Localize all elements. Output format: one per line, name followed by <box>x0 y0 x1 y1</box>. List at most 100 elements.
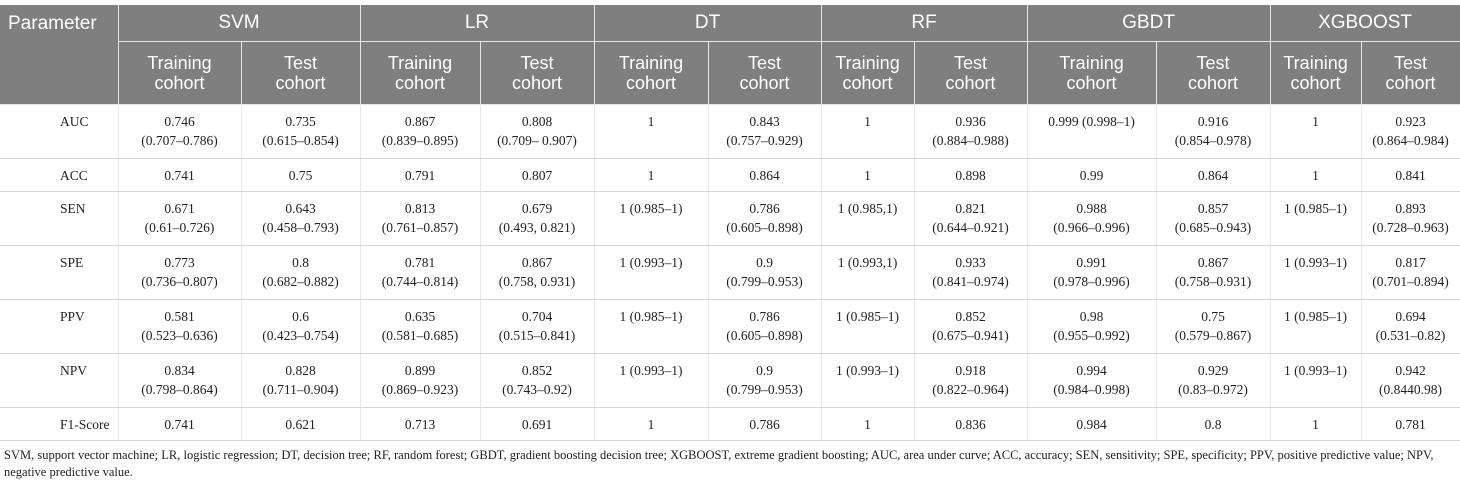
cell-value: 0.988 <box>1076 201 1107 216</box>
training-cohort-header: Training cohort <box>118 41 242 105</box>
table-cell: 1 (0.993–1) <box>594 245 709 300</box>
model-header-rf: RF <box>821 5 1028 42</box>
cell-value: 0.936 <box>955 114 986 129</box>
cell-value: 0.813 <box>404 201 436 216</box>
row-label: F1-Score <box>0 407 119 441</box>
table-header: Parameter SVM LR DT RF GBDT XGBOOST Trai… <box>0 5 1460 105</box>
cell-value: 0.933 <box>955 255 986 270</box>
cell-value: 1 (0.993–1) <box>1284 255 1348 270</box>
table-footnote: SVM, support vector machine; LR, logisti… <box>4 448 1434 479</box>
table-cell: 0.9 (0.799–0.953) <box>708 353 822 408</box>
table-body: AUC 0.746 (0.707–0.786) 0.735 (0.615–0.854) 0… <box>0 104 1460 441</box>
cell-value: 1 (0.985–1) <box>1284 309 1348 324</box>
cell-confidence-interval: (0.799–0.953) <box>726 382 803 397</box>
cell-value: 0.929 <box>1197 363 1229 378</box>
cell-confidence-interval: (0.605–0.898) <box>726 328 803 343</box>
cell-confidence-interval: (0.711–0.904) <box>262 382 339 397</box>
cell-value: 0.581 <box>164 309 195 324</box>
table-cell: 1 (0.985–1) <box>821 299 915 354</box>
cell-value: 0.75 <box>1201 309 1225 324</box>
training-cohort-label-line2: cohort <box>1290 73 1341 93</box>
table-cell: 1 <box>1270 158 1362 192</box>
table-cell: 1 (0.985–1) <box>1270 191 1362 246</box>
table-cell: 0.621 <box>241 407 361 441</box>
test-cohort-label-line2: cohort <box>739 73 790 93</box>
test-cohort-header: Test cohort <box>1361 41 1460 105</box>
table-cell: 1 <box>594 104 709 159</box>
cell-confidence-interval: (0.523–0.636) <box>141 328 218 343</box>
cell-value: 0.807 <box>521 168 553 183</box>
table-cell: 0.8 (0.682–0.882) <box>241 245 361 300</box>
test-cohort-label-line2: cohort <box>1385 73 1436 93</box>
cell-value: 0.643 <box>285 201 316 216</box>
cell-value: 0.843 <box>749 114 780 129</box>
cell-confidence-interval: (0.675–0.941) <box>932 328 1009 343</box>
cell-value: 0.741 <box>164 168 195 183</box>
table-cell: 0.988 (0.966–0.996) <box>1027 191 1157 246</box>
table-cell: 0.867 (0.758–0.931) <box>1156 245 1271 300</box>
table-cell: 0.704 (0.515–0.841) <box>480 299 595 354</box>
table-cell: 0.635 (0.581–0.685) <box>360 299 481 354</box>
cell-confidence-interval: (0.682–0.882) <box>262 274 339 289</box>
cell-value: 0.852 <box>955 309 986 324</box>
cell-value: 0.918 <box>955 363 986 378</box>
table-cell: 0.916 (0.854–0.978) <box>1156 104 1271 159</box>
table-cell: 0.836 <box>914 407 1028 441</box>
cell-value: 0.9 <box>756 363 773 378</box>
model-header-gbdt: GBDT <box>1027 5 1271 42</box>
cell-confidence-interval: (0.743–0.92) <box>502 382 572 397</box>
cell-value: 0.864 <box>749 168 780 183</box>
cell-confidence-interval: (0.579–0.867) <box>1174 328 1252 343</box>
training-cohort-label-line2: cohort <box>626 73 677 93</box>
cell-confidence-interval: (0.458–0.793) <box>262 220 339 235</box>
table-row: PPV 0.581 (0.523–0.636) 0.6 (0.423–0.754) 0.6… <box>0 299 1460 354</box>
table-cell: 0.99 <box>1027 158 1157 192</box>
cell-confidence-interval: (0.605–0.898) <box>726 220 803 235</box>
table-cell: 0.98 (0.955–0.992) <box>1027 299 1157 354</box>
cell-value: 0.834 <box>164 363 195 378</box>
table-cell: 0.813 (0.761–0.857) <box>360 191 481 246</box>
cell-confidence-interval: (0.707–0.786) <box>141 133 218 148</box>
table-cell: 0.817 (0.701–0.894) <box>1361 245 1460 300</box>
cell-confidence-interval: (0.83–0.972) <box>1178 382 1248 397</box>
table-cell: 0.994 (0.984–0.998) <box>1027 353 1157 408</box>
table-cell: 0.899 (0.869–0.923) <box>360 353 481 408</box>
cell-value: 1 <box>647 417 655 432</box>
cell-value: 1 (0.985,1) <box>837 201 898 216</box>
cell-confidence-interval: (0.758–0.931) <box>1174 274 1252 289</box>
table-cell: 0.852 (0.743–0.92) <box>480 353 595 408</box>
model-header-lr: LR <box>360 5 595 42</box>
training-cohort-header: Training cohort <box>821 41 915 105</box>
test-cohort-label-line1: Test <box>520 53 554 73</box>
model-header-svm: SVM <box>118 5 361 42</box>
table-cell: 1 <box>1270 104 1362 159</box>
cell-confidence-interval: (0.978–0.996) <box>1053 274 1130 289</box>
table-cell: 1 (0.985–1) <box>594 191 709 246</box>
model-header-dt: DT <box>594 5 822 42</box>
table-cell: 1 (0.993,1) <box>821 245 915 300</box>
cell-value: 0.817 <box>1395 255 1426 270</box>
cell-value: 0.704 <box>521 309 553 324</box>
cell-value: 1 <box>647 168 655 183</box>
cell-value: 0.9 <box>756 255 773 270</box>
table-cell: 1 <box>594 407 709 441</box>
cell-value: 0.773 <box>164 255 195 270</box>
table-cell: 0.786 (0.605–0.898) <box>708 299 822 354</box>
cell-value: 0.781 <box>1395 417 1426 432</box>
table-cell: 0.841 <box>1361 158 1460 192</box>
table-cell: 1 (0.993–1) <box>821 353 915 408</box>
test-cohort-header: Test cohort <box>241 41 361 105</box>
cell-value: 0.991 <box>1076 255 1107 270</box>
table-cell: 0.713 <box>360 407 481 441</box>
table-cell: 0.867 (0.839–0.895) <box>360 104 481 159</box>
cell-confidence-interval: (0.984–0.998) <box>1053 382 1130 397</box>
table-cell: 0.671 (0.61–0.726) <box>118 191 242 246</box>
cell-value: 0.791 <box>404 168 436 183</box>
cell-value: 1 <box>864 417 871 432</box>
cell-confidence-interval: (0.757–0.929) <box>726 133 803 148</box>
table-cell: 0.8 <box>1156 407 1271 441</box>
test-cohort-label-line2: cohort <box>511 73 563 93</box>
cell-value: 1 <box>1312 168 1319 183</box>
cell-value: 1 (0.985–1) <box>1284 201 1348 216</box>
test-cohort-label-line1: Test <box>283 53 317 73</box>
